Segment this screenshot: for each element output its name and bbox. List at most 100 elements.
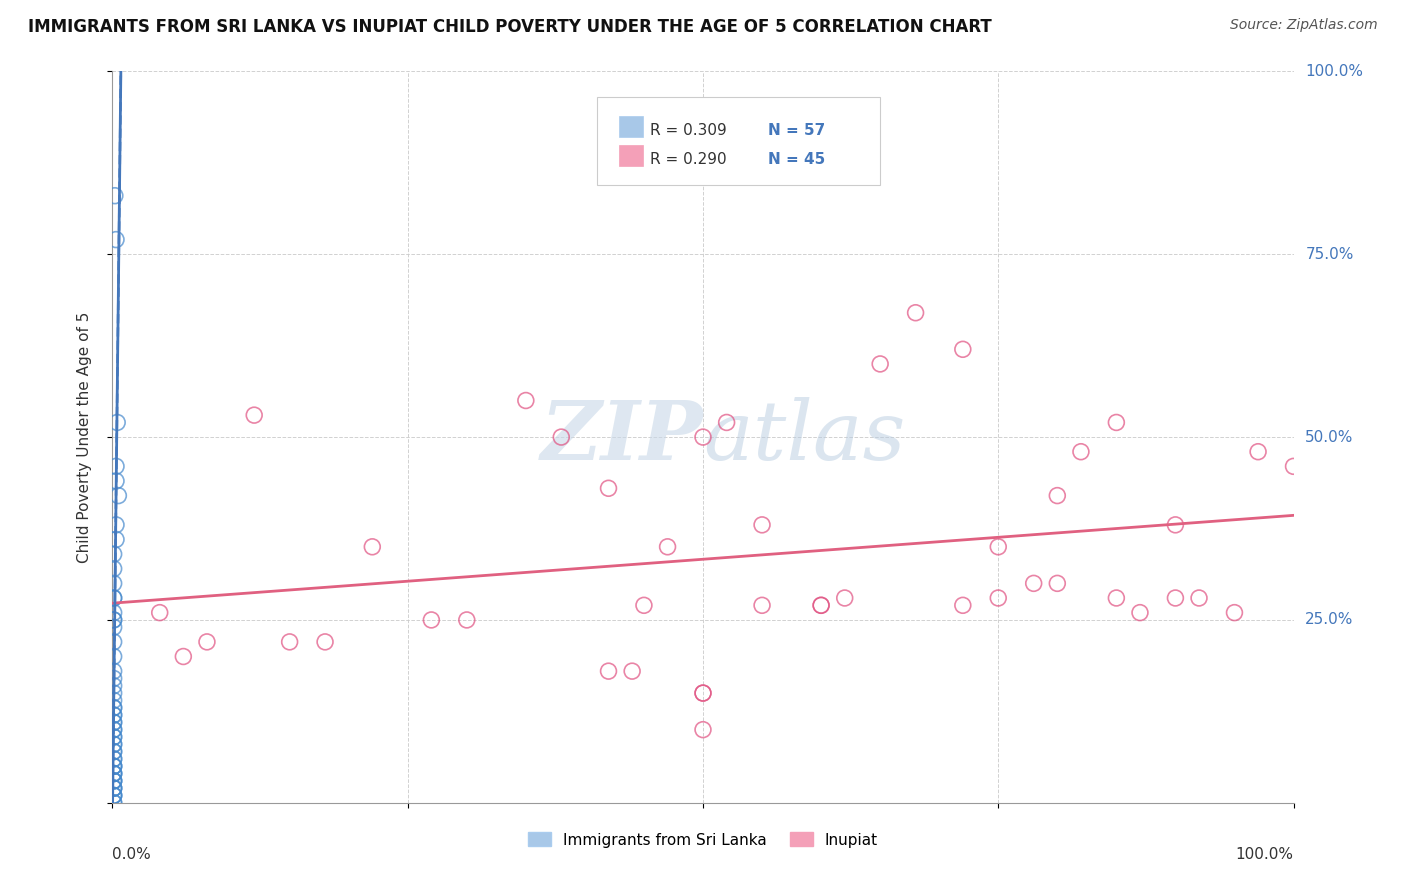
Text: 75.0%: 75.0%: [1305, 247, 1354, 261]
Point: [515, 393, 537, 408]
Point: [1070, 444, 1092, 458]
Point: [952, 343, 974, 357]
Point: [103, 620, 125, 634]
Y-axis label: Child Poverty Under the Age of 5: Child Poverty Under the Age of 5: [77, 311, 91, 563]
Point: [103, 759, 125, 773]
Point: [103, 708, 125, 723]
Point: [103, 766, 125, 780]
Point: [103, 773, 125, 788]
Point: [598, 664, 620, 678]
Text: IMMIGRANTS FROM SRI LANKA VS INUPIAT CHILD POVERTY UNDER THE AGE OF 5 CORRELATIO: IMMIGRANTS FROM SRI LANKA VS INUPIAT CHI…: [28, 18, 991, 36]
Point: [195, 635, 218, 649]
Point: [103, 789, 125, 803]
Point: [633, 599, 655, 613]
Text: R = 0.309: R = 0.309: [650, 123, 727, 138]
Point: [1046, 489, 1069, 503]
Point: [987, 540, 1010, 554]
Point: [103, 715, 125, 730]
Point: [904, 306, 927, 320]
Point: [103, 773, 125, 788]
Point: [103, 745, 125, 759]
Text: 100.0%: 100.0%: [1305, 64, 1364, 78]
Point: [149, 606, 172, 620]
Point: [716, 416, 738, 430]
Point: [420, 613, 443, 627]
Point: [1046, 576, 1069, 591]
Text: ZIP: ZIP: [540, 397, 703, 477]
Text: N = 45: N = 45: [768, 153, 825, 168]
Point: [107, 489, 129, 503]
Legend: Immigrants from Sri Lanka, Inupiat: Immigrants from Sri Lanka, Inupiat: [522, 826, 884, 854]
Point: [869, 357, 891, 371]
Point: [103, 789, 125, 803]
Point: [103, 715, 125, 730]
Text: 100.0%: 100.0%: [1236, 847, 1294, 862]
Point: [103, 789, 125, 803]
Text: R = 0.290: R = 0.290: [650, 153, 727, 168]
Point: [314, 635, 336, 649]
Point: [692, 686, 714, 700]
Point: [103, 737, 125, 751]
Point: [103, 700, 125, 714]
Point: [103, 781, 125, 796]
Point: [1105, 591, 1128, 605]
Point: [103, 766, 125, 780]
Point: [103, 759, 125, 773]
Point: [1188, 591, 1211, 605]
Point: [103, 752, 125, 766]
Point: [103, 781, 125, 796]
Point: [810, 599, 832, 613]
Point: [103, 745, 125, 759]
Point: [105, 416, 128, 430]
Text: 25.0%: 25.0%: [1305, 613, 1354, 627]
Point: [1129, 606, 1152, 620]
Point: [103, 730, 125, 744]
Point: [751, 599, 773, 613]
Point: [103, 766, 125, 780]
Point: [621, 664, 644, 678]
Point: [103, 547, 125, 561]
Point: [103, 796, 125, 810]
Point: [1164, 591, 1187, 605]
Point: [1247, 444, 1270, 458]
Point: [103, 723, 125, 737]
Point: [1105, 416, 1128, 430]
Point: [105, 474, 128, 488]
Point: [103, 649, 125, 664]
Text: Source: ZipAtlas.com: Source: ZipAtlas.com: [1230, 18, 1378, 32]
Point: [834, 591, 856, 605]
Point: [692, 723, 714, 737]
Text: 50.0%: 50.0%: [1305, 430, 1354, 444]
Point: [952, 599, 974, 613]
Point: [103, 723, 125, 737]
Point: [103, 730, 125, 744]
FancyBboxPatch shape: [619, 145, 643, 167]
Point: [103, 773, 125, 788]
Point: [692, 430, 714, 444]
Point: [243, 408, 266, 422]
Point: [103, 672, 125, 686]
Point: [103, 679, 125, 693]
Text: N = 57: N = 57: [768, 123, 825, 138]
Point: [278, 635, 301, 649]
Point: [104, 188, 127, 202]
Point: [987, 591, 1010, 605]
Point: [105, 233, 128, 247]
Point: [103, 708, 125, 723]
Point: [103, 796, 125, 810]
Point: [103, 613, 125, 627]
Point: [103, 606, 125, 620]
Point: [810, 599, 832, 613]
Point: [105, 533, 128, 547]
Text: 0.0%: 0.0%: [112, 847, 152, 862]
Point: [103, 562, 125, 576]
Point: [1223, 606, 1246, 620]
Point: [1164, 517, 1187, 532]
Point: [105, 459, 128, 474]
Point: [598, 481, 620, 495]
Point: [103, 664, 125, 678]
Point: [103, 613, 125, 627]
Point: [103, 591, 125, 605]
Point: [103, 752, 125, 766]
Point: [103, 635, 125, 649]
